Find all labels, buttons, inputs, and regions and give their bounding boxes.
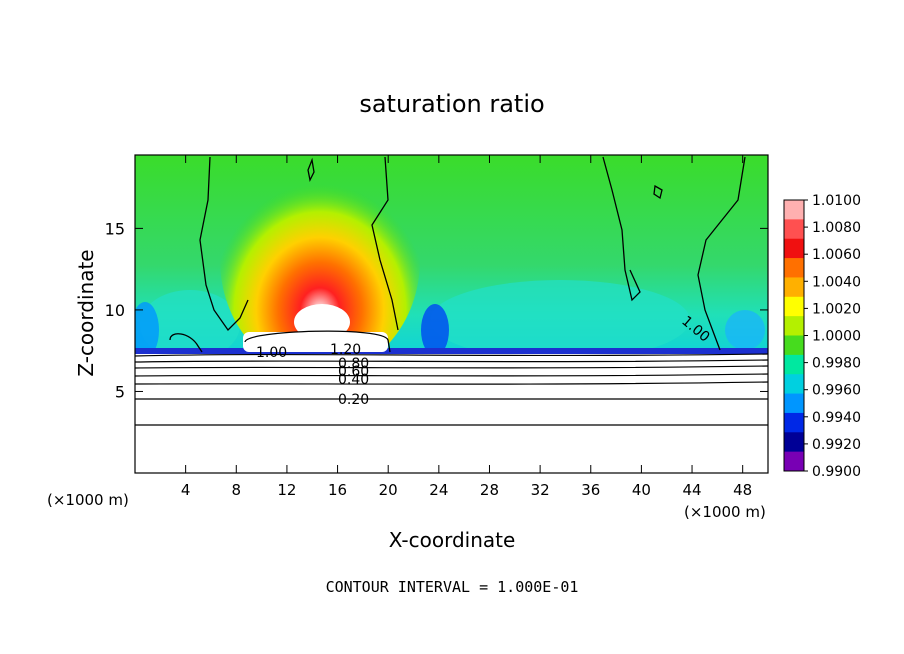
contour-level-1 <box>135 353 768 357</box>
colorbar-swatch <box>784 219 804 240</box>
y-tick-label: 10 <box>105 301 125 320</box>
colorbar-label: 0.9940 <box>812 410 861 426</box>
x-tick-label: 8 <box>232 481 242 499</box>
contour-level-5 <box>135 381 768 385</box>
colorbar-swatch <box>784 412 804 433</box>
colorbar-label: 1.0020 <box>812 301 861 317</box>
x-tick-label: 20 <box>379 481 398 499</box>
contour-level-4 <box>135 373 768 377</box>
colorbar-label: 1.0100 <box>812 193 861 209</box>
x-tick-label: 16 <box>328 481 347 499</box>
x-tick-label: 12 <box>277 481 296 499</box>
horizontal-contours <box>135 353 768 427</box>
contour-small-loop-2 <box>653 184 663 200</box>
x-axis-ticks: 4 8 12 16 20 24 28 32 36 40 44 48 <box>181 155 752 499</box>
x-tick-label: 28 <box>480 481 499 499</box>
plot-area: 1.00 1.20 0.80 0.60 0.40 0.20 1.00 <box>135 155 768 473</box>
colorbar-swatch <box>784 316 804 336</box>
blue-region-right <box>725 310 765 350</box>
contour-level-2 <box>135 359 768 363</box>
colorbar-label: 0.9980 <box>812 356 861 372</box>
y-tick-label: 5 <box>115 382 125 401</box>
y-axis-title: Z-coordinate <box>74 249 98 376</box>
subsaturated-region <box>135 354 768 473</box>
x-tick-label: 4 <box>181 481 191 499</box>
x-unit-label-left: (×1000 m) <box>47 491 129 509</box>
x-tick-label: 44 <box>682 481 701 499</box>
colorbar-label: 0.9960 <box>812 383 861 399</box>
contour-labels: 1.00 1.20 0.80 0.60 0.40 0.20 1.00 <box>256 313 713 408</box>
contour-label-5: 0.40 <box>338 372 369 388</box>
contour-label-3: 0.80 <box>338 356 369 372</box>
y-tick-label: 15 <box>105 219 125 238</box>
colorbar-label: 1.0000 <box>812 329 861 345</box>
x-tick-label: 32 <box>531 481 550 499</box>
colorbar-label: 1.0080 <box>812 220 861 236</box>
x-tick-label: 24 <box>429 481 448 499</box>
contour-line-1-center <box>371 156 399 331</box>
cloud-base-cap <box>243 332 388 352</box>
contour-line-1-right <box>602 156 641 302</box>
contour-small-loop-1 <box>307 157 315 182</box>
colorbar-swatch <box>784 296 804 317</box>
y-axis-ticks: 5 10 15 <box>105 219 768 401</box>
dark-blue-band <box>135 348 768 354</box>
cyan-region-right <box>430 280 690 360</box>
colorbar-label: 1.0040 <box>812 274 861 290</box>
colorbar-label: 1.0060 <box>812 247 861 263</box>
contour-label-2: 1.20 <box>330 342 361 358</box>
colorbar: 1.0100 1.0080 1.0060 1.0040 1.0020 1.0000 0.99… <box>783 193 861 480</box>
supersaturated-plume <box>220 155 420 375</box>
contour-label-6: 0.20 <box>338 392 369 408</box>
colorbar-label: 0.9900 <box>812 464 861 480</box>
x-unit-label-right: (×1000 m) <box>684 503 766 521</box>
contour-interval-footer: CONTOUR INTERVAL = 1.000E-01 <box>326 578 579 596</box>
colorbar-swatch <box>784 258 804 278</box>
contour-line-1-far-right <box>697 156 746 351</box>
blue-region-left <box>135 302 159 358</box>
cyan-region-left <box>140 290 240 360</box>
x-axis-title: X-coordinate <box>389 528 516 552</box>
colorbar-swatch <box>784 277 804 298</box>
colorbar-swatch <box>784 335 804 356</box>
x-tick-label: 48 <box>733 481 752 499</box>
x-tick-label: 36 <box>581 481 600 499</box>
contour-line-1-pocket <box>169 333 203 353</box>
chart-title: saturation ratio <box>359 90 544 118</box>
contour-lines <box>169 156 746 353</box>
colorbar-swatch <box>784 238 804 259</box>
colorbar-swatch <box>784 354 804 375</box>
colorbar-swatch <box>784 200 804 220</box>
x-tick-label: 40 <box>632 481 651 499</box>
colorbar-label: 0.9920 <box>812 437 861 453</box>
contour-line-1-left <box>199 156 249 332</box>
colorbar-swatch <box>784 393 804 414</box>
colorbar-swatch <box>784 451 804 472</box>
contour-line-1-cloud-cap <box>244 330 391 353</box>
contour-label-4: 0.60 <box>338 364 369 380</box>
blue-region-mid <box>421 304 449 356</box>
contour-level-3 <box>135 365 768 369</box>
contour-label-1: 1.00 <box>256 345 287 361</box>
colorbar-swatch <box>784 374 804 395</box>
colorbar-swatch <box>784 432 804 453</box>
plot-frame <box>134 154 769 474</box>
